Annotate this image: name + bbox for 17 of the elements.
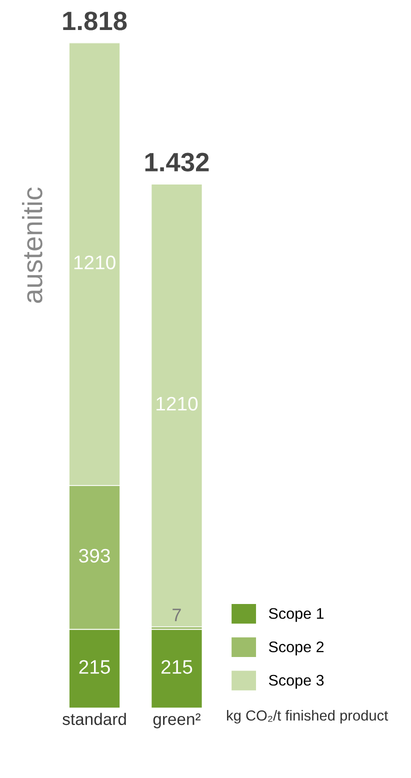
text: kg CO₂/t finished product — [227, 710, 388, 724]
bar — [150, 184, 203, 628]
text: austenitic — [22, 187, 42, 303]
legend-label: Scope 3 — [268, 674, 324, 689]
data-label: 1210 — [74, 256, 116, 270]
x-tick-label: green² — [153, 713, 201, 728]
x-tick-label: standard — [62, 712, 126, 726]
legend-label: Scope 2 — [268, 641, 324, 656]
total-label: 1.432 — [145, 152, 209, 172]
data-label: 7 — [172, 608, 181, 622]
bar — [150, 628, 203, 708]
data-label: 393 — [79, 548, 110, 563]
data-label: 215 — [161, 660, 192, 674]
data-label: 1210 — [156, 396, 198, 411]
total-label: 1.818 — [63, 12, 127, 30]
data-label: 215 — [79, 660, 110, 674]
legend-label: Scope 1 — [268, 608, 324, 622]
